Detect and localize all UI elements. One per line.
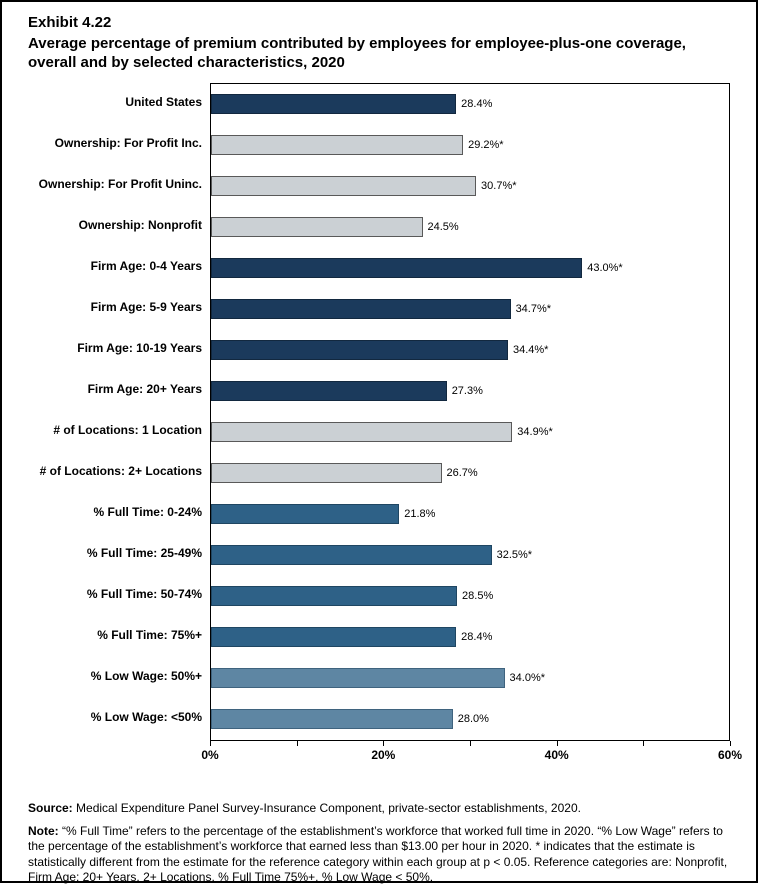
x-axis-tick	[557, 741, 558, 746]
category-label: % Full Time: 75%+	[28, 616, 210, 657]
bar	[211, 504, 399, 524]
value-label: 28.4%	[461, 98, 492, 110]
category-label: % Full Time: 50-74%	[28, 575, 210, 616]
bar-row: 32.5%*	[211, 535, 729, 576]
bar-row: 28.5%	[211, 576, 729, 617]
bar-row: 34.7%*	[211, 289, 729, 330]
category-label: # of Locations: 1 Location	[28, 411, 210, 452]
bar-row: 34.0%*	[211, 658, 729, 699]
value-label: 30.7%*	[481, 180, 516, 192]
category-label: Ownership: Nonprofit	[28, 206, 210, 247]
x-axis-tick-label: 0%	[201, 748, 218, 762]
source-note: Source: Medical Expenditure Panel Survey…	[28, 801, 730, 816]
x-axis-tick	[383, 741, 384, 746]
note-label: Note:	[28, 824, 59, 838]
page-title: Average percentage of premium contribute…	[28, 35, 728, 73]
value-label: 29.2%*	[468, 139, 503, 151]
note-text: “% Full Time” refers to the percentage o…	[28, 824, 727, 884]
x-axis-tick-label: 60%	[718, 748, 742, 762]
category-label: % Full Time: 0-24%	[28, 493, 210, 534]
bar	[211, 586, 457, 606]
bar-row: 28.4%	[211, 617, 729, 658]
value-label: 32.5%*	[497, 549, 532, 561]
bar	[211, 340, 508, 360]
x-axis-tick	[470, 741, 471, 746]
bar	[211, 176, 476, 196]
category-label: % Low Wage: <50%	[28, 698, 210, 739]
x-axis-tick-label: 20%	[371, 748, 395, 762]
x-axis-tick	[730, 741, 731, 746]
category-label: # of Locations: 2+ Locations	[28, 452, 210, 493]
bar	[211, 422, 512, 442]
value-label: 34.7%*	[516, 303, 551, 315]
bar	[211, 217, 423, 237]
value-label: 43.0%*	[587, 262, 622, 274]
category-label: Ownership: For Profit Uninc.	[28, 165, 210, 206]
value-label: 28.5%	[462, 590, 493, 602]
plot-area: 28.4% 29.2%* 30.7%* 24.5% 43.0%* 34.7%* 34.4%*…	[210, 83, 730, 741]
value-label: 28.0%	[458, 713, 489, 725]
bar	[211, 668, 505, 688]
value-label: 34.0%*	[510, 672, 545, 684]
value-label: 34.4%*	[513, 344, 548, 356]
bar	[211, 135, 463, 155]
bar-row: 27.3%	[211, 371, 729, 412]
category-label: Firm Age: 20+ Years	[28, 370, 210, 411]
x-axis: 0%20%40%60%	[210, 741, 730, 767]
bar-row: 29.2%*	[211, 125, 729, 166]
bar-row: 24.5%	[211, 207, 729, 248]
value-label: 27.3%	[452, 385, 483, 397]
bar	[211, 545, 492, 565]
bar	[211, 381, 447, 401]
chart-header: Exhibit 4.22 Average percentage of premi…	[28, 14, 730, 73]
source-text: Medical Expenditure Panel Survey-Insuran…	[73, 801, 581, 815]
category-label: United States	[28, 83, 210, 124]
value-label: 21.8%	[404, 508, 435, 520]
value-label: 24.5%	[428, 221, 459, 233]
plot-column: 28.4% 29.2%* 30.7%* 24.5% 43.0%* 34.7%* 34.4%*…	[210, 83, 730, 767]
bar	[211, 94, 456, 114]
category-label: % Low Wage: 50%+	[28, 657, 210, 698]
category-label: Ownership: For Profit Inc.	[28, 124, 210, 165]
note: Note: “% Full Time” refers to the percen…	[28, 824, 730, 885]
value-label: 28.4%	[461, 631, 492, 643]
bar	[211, 709, 453, 729]
bar	[211, 463, 442, 483]
bar	[211, 258, 582, 278]
bar	[211, 299, 511, 319]
bar-row: 21.8%	[211, 494, 729, 535]
x-axis-tick-label: 40%	[545, 748, 569, 762]
bar	[211, 627, 456, 647]
source-label: Source:	[28, 801, 73, 815]
bar-row: 43.0%*	[211, 248, 729, 289]
value-label: 34.9%*	[517, 426, 552, 438]
bar-row: 28.4%	[211, 84, 729, 125]
x-axis-tick	[210, 741, 211, 746]
bar-row: 28.0%	[211, 699, 729, 740]
bar-row: 26.7%	[211, 453, 729, 494]
value-label: 26.7%	[447, 467, 478, 479]
category-label: Firm Age: 10-19 Years	[28, 329, 210, 370]
bar-row: 30.7%*	[211, 166, 729, 207]
footnotes: Source: Medical Expenditure Panel Survey…	[28, 801, 730, 885]
category-label: Firm Age: 0-4 Years	[28, 247, 210, 288]
x-axis-tick	[297, 741, 298, 746]
x-axis-tick	[643, 741, 644, 746]
bar-row: 34.9%*	[211, 412, 729, 453]
exhibit-number: Exhibit 4.22	[28, 14, 730, 31]
bar-row: 34.4%*	[211, 330, 729, 371]
category-label: Firm Age: 5-9 Years	[28, 288, 210, 329]
category-label: % Full Time: 25-49%	[28, 534, 210, 575]
